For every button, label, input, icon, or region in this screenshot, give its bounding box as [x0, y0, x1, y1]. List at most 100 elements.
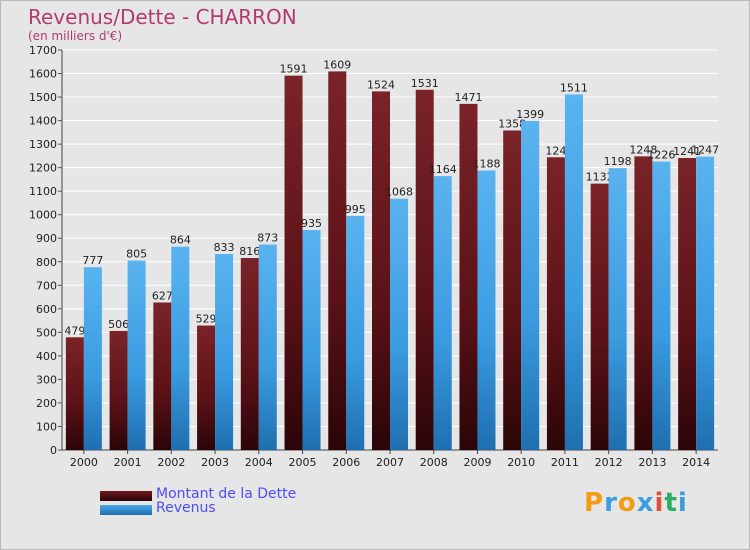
bar-revenus [608, 168, 627, 450]
data-label: 1241 [673, 145, 701, 158]
y-tick-label: 1500 [29, 91, 57, 104]
bar-revenus [171, 246, 190, 450]
chart-title: Revenus/Dette - CHARRON [28, 5, 297, 29]
y-tick-label: 0 [50, 444, 57, 457]
bar-revenus [302, 230, 321, 450]
x-tick-label: 2001 [114, 456, 142, 469]
logo-letter: r [604, 488, 618, 518]
data-label: 1188 [472, 157, 500, 170]
x-tick-label: 2013 [638, 456, 666, 469]
data-label: 873 [257, 232, 278, 245]
data-label: 816 [239, 245, 260, 258]
bar-dette [459, 103, 478, 450]
y-tick-label: 1000 [29, 209, 57, 222]
data-label: 1226 [647, 149, 675, 162]
x-tick-label: 2003 [201, 456, 229, 469]
y-tick-label: 1300 [29, 138, 57, 151]
x-tick-label: 2011 [551, 456, 579, 469]
data-label: 1531 [411, 77, 439, 90]
logo-letter: i [677, 488, 688, 518]
y-tick-label: 1200 [29, 162, 57, 175]
bar-dette [372, 91, 390, 450]
bar-revenus [83, 267, 102, 450]
x-tick-label: 2000 [70, 456, 98, 469]
bar-revenus [433, 176, 452, 450]
bar-revenus [696, 156, 715, 450]
y-tick-label: 600 [36, 303, 57, 316]
data-label: 1471 [454, 91, 482, 104]
bar-dette [634, 156, 653, 450]
y-tick-label: 1100 [29, 185, 57, 198]
data-label: 777 [82, 254, 103, 267]
data-label: 1591 [280, 63, 308, 76]
bar-dette [153, 302, 172, 450]
data-label: 1248 [629, 143, 657, 156]
data-label: 1524 [367, 78, 395, 91]
data-label: 833 [214, 241, 235, 254]
data-label: 1358 [498, 117, 526, 130]
logo-letter: i [654, 488, 665, 518]
y-tick-label: 900 [36, 232, 57, 245]
x-tick-label: 2007 [376, 456, 404, 469]
y-tick-label: 1600 [29, 68, 57, 81]
data-label: 1164 [429, 163, 457, 176]
x-tick-label: 2009 [463, 456, 491, 469]
chart-subtitle: (en milliers d'€) [28, 29, 123, 43]
data-label: 124 [545, 144, 566, 157]
bar-dette [328, 71, 347, 450]
data-label: 995 [345, 203, 366, 216]
data-label: 1399 [516, 108, 544, 121]
data-label: 529 [196, 313, 217, 326]
bar-revenus [346, 215, 365, 450]
bar-dette [590, 183, 609, 450]
data-label: 1198 [604, 155, 632, 168]
data-label: 1511 [560, 81, 588, 94]
legend-swatch-dette [100, 491, 152, 501]
legend-label-revenus: Revenus [156, 500, 216, 516]
bar-revenus [652, 161, 671, 450]
y-tick-label: 100 [36, 420, 57, 433]
bar-revenus [477, 170, 496, 450]
bar-dette [284, 75, 303, 450]
data-label: 1068 [385, 186, 413, 199]
y-tick-label: 700 [36, 279, 57, 292]
bar-dette [678, 158, 697, 450]
x-tick-label: 2006 [332, 456, 360, 469]
data-label: 479 [64, 324, 85, 337]
y-tick-label: 1700 [29, 44, 57, 57]
legend-swatch-revenus [100, 505, 152, 515]
y-tick-label: 300 [36, 373, 57, 386]
bar-dette [240, 258, 259, 450]
bar-revenus [127, 260, 146, 450]
x-tick-label: 2010 [507, 456, 535, 469]
logo-letter: t [664, 488, 678, 518]
y-tick-label: 500 [36, 326, 57, 339]
bar-revenus [215, 254, 234, 450]
y-tick-label: 1400 [29, 115, 57, 128]
y-tick-label: 800 [36, 256, 57, 269]
data-label: 506 [108, 318, 129, 331]
bar-revenus [564, 94, 583, 451]
bar-revenus [390, 198, 408, 450]
x-tick-label: 2004 [245, 456, 273, 469]
x-tick-label: 2002 [157, 456, 185, 469]
logo-letter: P [584, 488, 605, 518]
bar-dette [503, 130, 522, 450]
data-label: 1247 [691, 144, 719, 157]
bar-dette [546, 157, 565, 450]
bar-dette [65, 337, 84, 450]
bar-revenus [258, 244, 277, 450]
data-label: 627 [152, 289, 173, 302]
data-label: 1132 [586, 171, 614, 184]
legend-label-dette: Montant de la Dette [156, 486, 297, 502]
x-tick-label: 2005 [289, 456, 317, 469]
bar-dette [415, 89, 434, 450]
x-tick-label: 2012 [595, 456, 623, 469]
logo-letter: o [617, 488, 637, 518]
x-tick-label: 2008 [420, 456, 448, 469]
data-label: 805 [126, 248, 147, 261]
y-tick-label: 400 [36, 350, 57, 363]
data-label: 935 [301, 217, 322, 230]
logo-letter: x [636, 488, 655, 518]
